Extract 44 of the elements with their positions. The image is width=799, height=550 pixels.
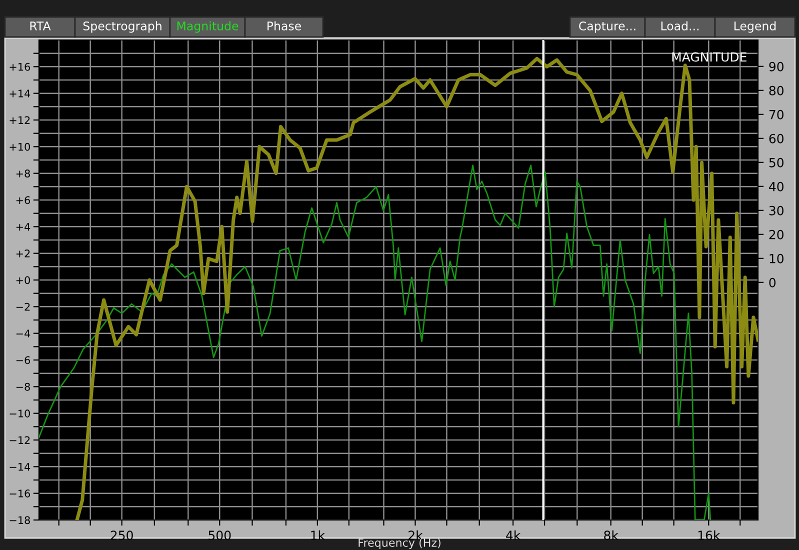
x-tick-label: 4k bbox=[506, 530, 521, 540]
x-tick-label: 8k bbox=[604, 530, 618, 540]
text: Magnitude bbox=[177, 21, 238, 33]
y-tick-label: +14 bbox=[10, 90, 30, 98]
x-tick-label: 1k bbox=[311, 530, 325, 540]
y-tick-label: −4 bbox=[16, 330, 30, 338]
y-tick-label: −8 bbox=[16, 382, 30, 391]
text: Spectrograph bbox=[83, 21, 162, 33]
text: Capture... bbox=[579, 21, 636, 33]
y-tick-label: −18 bbox=[10, 516, 30, 524]
x-axis-title: Frequency (Hz) bbox=[358, 538, 440, 549]
y2-tick-label: 0 bbox=[769, 278, 776, 288]
y2-tick-label: 70 bbox=[769, 110, 784, 120]
y-tick-label: −14 bbox=[10, 463, 30, 471]
x-tick-label: 250 bbox=[110, 530, 133, 540]
y2-tick-label: 80 bbox=[769, 86, 784, 96]
y-tick-label: +2 bbox=[16, 250, 30, 258]
y-tick-label: +6 bbox=[16, 196, 30, 204]
y-tick-label: +16 bbox=[10, 62, 30, 71]
y2-tick-label: 50 bbox=[769, 158, 784, 168]
y2-tick-label: 90 bbox=[769, 62, 784, 72]
y-tick-label: −10 bbox=[10, 410, 30, 418]
y-tick-label: +0 bbox=[16, 276, 30, 284]
x-tick-label: 500 bbox=[208, 530, 231, 540]
text: MAGNITUDE bbox=[672, 52, 746, 62]
y-tick-label: −6 bbox=[16, 356, 30, 364]
x-tick-label: 2k bbox=[408, 530, 423, 540]
y2-tick-label: 40 bbox=[769, 182, 784, 192]
y-tick-label: −16 bbox=[10, 490, 30, 498]
y-tick-label: +12 bbox=[10, 116, 30, 124]
y-tick-label: +4 bbox=[16, 223, 30, 231]
y2-tick-label: 60 bbox=[769, 134, 784, 144]
y2-tick-label: 10 bbox=[770, 254, 784, 264]
y-tick-label: +10 bbox=[10, 142, 30, 151]
y2-tick-label: 20 bbox=[769, 230, 784, 240]
text: RTA bbox=[30, 22, 51, 30]
y-tick-label: −2 bbox=[16, 302, 30, 311]
y-tick-label: −12 bbox=[10, 436, 30, 444]
x-tick-label: 16k bbox=[698, 530, 720, 540]
y-tick-label: +8 bbox=[16, 170, 30, 178]
y2-tick-label: 30 bbox=[769, 206, 784, 216]
text: Load... bbox=[661, 21, 699, 30]
text: Phase bbox=[268, 21, 301, 30]
text: Legend bbox=[734, 21, 776, 33]
